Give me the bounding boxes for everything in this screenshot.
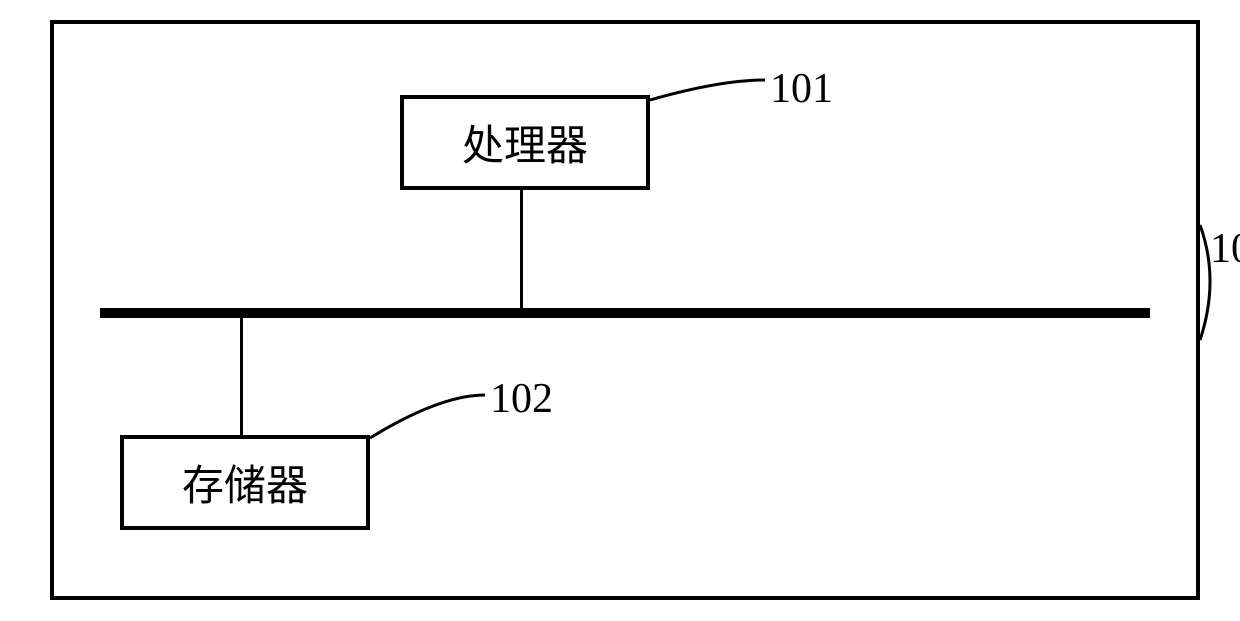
processor-leader-line xyxy=(648,78,767,102)
processor-block: 处理器 xyxy=(400,95,650,190)
processor-label: 处理器 xyxy=(462,112,588,173)
memory-bus-stub xyxy=(240,318,243,435)
memory-block: 存储器 xyxy=(120,435,370,530)
processor-ref-number: 101 xyxy=(770,65,833,113)
memory-leader-line xyxy=(368,393,487,440)
memory-ref-number: 102 xyxy=(490,375,553,423)
processor-bus-stub xyxy=(520,190,523,308)
block-diagram: 处理器 101 存储器 102 10 xyxy=(0,0,1240,621)
memory-label: 存储器 xyxy=(182,452,308,513)
outer-ref-number: 10 xyxy=(1210,225,1240,273)
bus-line xyxy=(100,308,1150,318)
